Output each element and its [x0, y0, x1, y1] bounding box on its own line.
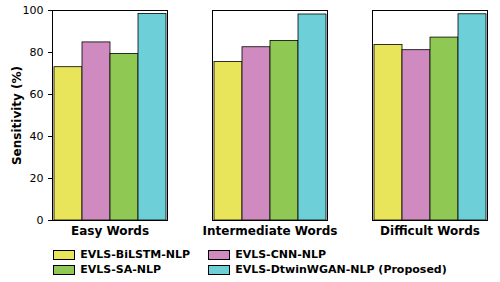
svg-text:40: 40: [30, 130, 44, 143]
html-text:EVLS-BiLSTM-NLP: EVLS-BiLSTM-NLP: [80, 248, 191, 261]
html-text:EVLS-SA-NLP: EVLS-SA-NLP: [80, 263, 161, 276]
svg-text:0: 0: [37, 214, 44, 227]
svg-text:60: 60: [30, 88, 44, 101]
svg-text:80: 80: [30, 46, 44, 59]
html-text:EVLS-CNN-NLP: EVLS-CNN-NLP: [235, 248, 326, 261]
svg-text:Easy Words: Easy Words: [71, 224, 149, 238]
svg-text:Difficult Words: Difficult Words: [380, 224, 480, 238]
svg-text:20: 20: [30, 172, 44, 185]
svg-text:Sensitivity (%): Sensitivity (%): [10, 66, 24, 165]
svg-text:Intermediate Words: Intermediate Words: [203, 224, 338, 238]
html-text:EVLS-DtwinWGAN-NLP (Proposed): EVLS-DtwinWGAN-NLP (Proposed): [235, 263, 447, 276]
svg-text:100: 100: [23, 4, 44, 17]
